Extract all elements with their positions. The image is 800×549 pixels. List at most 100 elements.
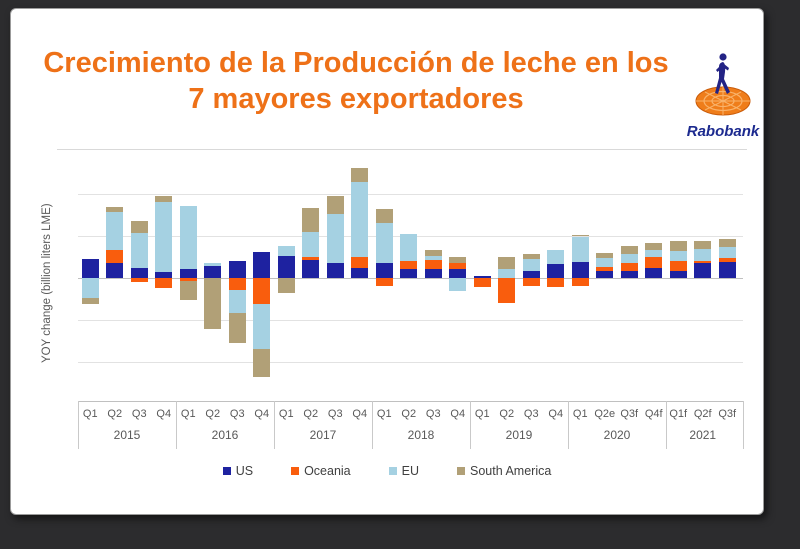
bar-segment-2017-q3-south-america <box>326 195 344 214</box>
bar-segment-2020-q3f-us <box>620 270 638 279</box>
bar-segment-2016-q2-south-america <box>204 278 222 329</box>
year-separator <box>274 401 275 449</box>
bar-segment-2021-q2f-us <box>694 263 712 279</box>
bar-segment-2017-q3-us <box>326 262 344 279</box>
year-separator <box>470 401 471 449</box>
x-year-label-2020: 2020 <box>603 428 631 442</box>
x-tick-2015-q2: Q2 <box>107 408 123 420</box>
x-tick-2017-q2: Q2 <box>303 408 319 420</box>
bar-segment-2017-q1-south-america <box>277 278 295 293</box>
legend-item-us: US <box>222 464 253 478</box>
bar-segment-2017-q2-eu <box>302 232 320 257</box>
plot-area <box>78 166 743 402</box>
bar-segment-2018-q3-eu <box>424 256 442 261</box>
bar-segment-2015-q1-eu <box>81 278 99 299</box>
bar-segment-2018-q3-south-america <box>424 249 442 257</box>
title-divider <box>57 149 747 150</box>
bar-segment-2015-q3-oceania <box>130 278 148 283</box>
year-separator <box>568 401 569 449</box>
bar-segment-2019-q2-eu <box>498 269 516 279</box>
title-line-1: Crecimiento de la Producción de leche en… <box>43 47 669 79</box>
x-tick-2017-q4: Q4 <box>352 408 368 420</box>
legend-swatch-eu <box>388 467 397 475</box>
x-tick-2020-q3f: Q3f <box>620 408 639 420</box>
bar-segment-2020-q2e-us <box>596 271 614 279</box>
bar-segment-2020-q4f-oceania <box>645 256 663 268</box>
gridline <box>78 194 743 196</box>
bar-segment-2020-q3f-south-america <box>620 245 638 255</box>
bar-segment-2019-q4-us <box>547 264 565 279</box>
bar-segment-2021-q2f-south-america <box>694 240 712 250</box>
bar-segment-2018-q2-us <box>400 269 418 279</box>
bar-segment-2015-q2-us <box>106 262 124 279</box>
bar-segment-2016-q1-us <box>179 269 197 279</box>
legend-swatch-oceania <box>291 467 300 475</box>
x-tick-2020-q4f: Q4f <box>644 408 663 420</box>
x-axis: Q1 Q2 Q3 Q4 2015 Q1 Q2 Q3 Q4 2016 Q1 Q2 Q3 Q4 2017 Q1 Q2… <box>78 401 744 449</box>
x-tick-2020-q1: Q1 <box>572 408 588 420</box>
x-tick-2018-q2: Q2 <box>401 408 417 420</box>
bar-segment-2019-q4-eu <box>547 249 565 265</box>
bar-segment-2016-q4-oceania <box>253 278 271 304</box>
year-separator <box>176 401 177 449</box>
bar-segment-2017-q2-south-america <box>302 208 320 233</box>
bar-segment-2021-q3f-south-america <box>718 238 736 248</box>
x-tick-2017-q1: Q1 <box>278 408 294 420</box>
bar-segment-2018-q4-eu <box>449 278 467 291</box>
bar-segment-2016-q2-us <box>204 265 222 279</box>
x-tick-2019-q1: Q1 <box>474 408 490 420</box>
bar-segment-2021-q3f-us <box>718 261 736 279</box>
legend-swatch-south-america <box>457 467 465 475</box>
bar-segment-2016-q4-us <box>253 252 271 279</box>
bar-segment-2016-q1-eu <box>179 206 197 270</box>
rabobank-logo-text: Rabobank <box>686 123 760 140</box>
bar-segment-2019-q3-us <box>522 270 540 279</box>
slide-card: Crecimiento de la Producción de leche en… <box>10 8 764 515</box>
x-tick-2021-q1f: Q1f <box>669 408 688 420</box>
x-tick-2015-q3: Q3 <box>131 408 147 420</box>
legend-label-oceania: Oceania <box>304 464 351 478</box>
bar-segment-2021-q2f-eu <box>694 249 712 261</box>
bar-segment-2018-q1-eu <box>375 223 393 263</box>
bar-segment-2016-q1-south-america <box>179 280 197 300</box>
bar-segment-2017-q4-south-america <box>351 168 369 182</box>
gridline <box>78 361 743 363</box>
page-title: Crecimiento de la Producción de leche en… <box>41 45 671 118</box>
legend-label-south-america: South America <box>470 464 552 478</box>
bar-segment-2021-q2f-oceania <box>694 260 712 264</box>
gridline <box>78 320 743 321</box>
bar-segment-2015-q3-south-america <box>130 221 148 234</box>
bar-segment-2015-q4-us <box>155 272 173 279</box>
bar-segment-2015-q3-us <box>130 267 148 279</box>
bar-segment-2020-q1-oceania <box>571 278 589 286</box>
x-tick-2021-q2f: Q2f <box>693 408 712 420</box>
rabobank-compass-man-icon <box>695 53 751 116</box>
bar-segment-2018-q3-oceania <box>424 260 442 270</box>
bar-segment-2020-q3f-eu <box>620 254 638 263</box>
bar-segment-2016-q2-eu <box>204 262 222 266</box>
x-tick-2018-q1: Q1 <box>376 408 392 420</box>
bar-segment-2015-q4-oceania <box>155 278 173 289</box>
x-tick-2019-q2: Q2 <box>499 408 515 420</box>
bar-segment-2020-q1-eu <box>571 236 589 262</box>
bar-segment-2018-q1-oceania <box>375 278 393 287</box>
bar-segment-2015-q2-eu <box>106 211 124 251</box>
bar-segment-2020-q4f-us <box>645 267 663 279</box>
bar-segment-2019-q2-oceania <box>498 278 516 304</box>
x-tick-2016-q3: Q3 <box>229 408 245 420</box>
bar-segment-2020-q2e-oceania <box>596 266 614 272</box>
x-tick-2015-q1: Q1 <box>82 408 98 420</box>
bar-segment-2018-q1-us <box>375 262 393 279</box>
bar-segment-2019-q3-eu <box>522 259 540 271</box>
x-year-label-2021: 2021 <box>689 428 717 442</box>
x-tick-2020-q2e: Q2e <box>594 408 616 420</box>
bar-segment-2019-q1-us <box>473 275 491 279</box>
bar-segment-2017-q2-oceania <box>302 256 320 260</box>
x-tick-2016-q1: Q1 <box>180 408 196 420</box>
bar-segment-2015-q4-eu <box>155 201 173 273</box>
x-tick-2016-q4: Q4 <box>254 408 270 420</box>
bar-segment-2020-q4f-south-america <box>645 243 663 250</box>
bar-segment-2016-q4-eu <box>253 303 271 349</box>
x-year-label-2015: 2015 <box>113 428 141 442</box>
